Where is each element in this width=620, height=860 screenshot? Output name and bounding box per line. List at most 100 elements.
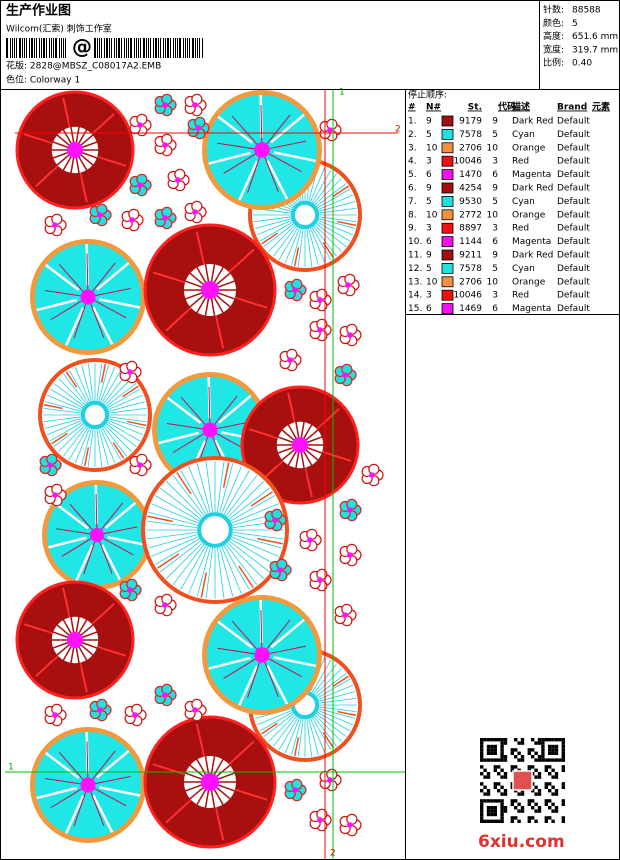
qr-module [548,744,552,749]
qr-module [517,802,521,806]
qr-module [554,772,559,776]
stitch-line [176,783,205,795]
bar-stripe [143,38,145,58]
stitch-line [225,544,258,585]
stitch-line [73,790,87,827]
qr-module [486,744,491,749]
stitch-line [80,151,106,162]
flower [202,595,322,715]
stitch-line [46,419,83,436]
stitch-line [151,503,199,524]
stitch-line [203,788,210,818]
center [287,357,293,363]
qr-module [500,738,504,742]
stitch-line [155,495,200,522]
stitch-line [68,118,75,145]
stitch-line [225,475,258,516]
row-stitches: 9530 [459,197,482,207]
row-brand: Default [557,224,590,234]
stitch-line [158,431,200,445]
qr-module [544,758,548,762]
small-flower [339,813,362,837]
qr-module [544,782,548,786]
title: 生产作业图 [6,3,71,19]
qr-module [534,819,538,823]
row-code: 6 [492,304,498,314]
qr-module [490,748,494,752]
small-flower [334,603,357,627]
row-index: 9. [408,224,417,234]
stitch-line [337,710,357,717]
stitch-line [63,425,87,457]
stitch-line [91,750,116,781]
flower [38,358,152,472]
flower [15,90,135,210]
small-flower [339,323,362,347]
bar-stripe [59,38,60,58]
stitch-line [83,540,96,575]
stitch-line [107,394,144,411]
qr-module [537,738,542,742]
small-flower [361,463,384,487]
row-code: 10 [487,210,499,220]
stitch-line [212,295,229,322]
stitch-line [267,224,296,253]
qr-module [534,792,538,796]
qr-module [534,775,538,779]
stitch-line [102,526,138,535]
stitch-line [212,787,229,814]
stitch-line [231,503,279,524]
row-code: 5 [492,264,498,274]
row-stitches: 8897 [459,224,482,234]
stitch-line [68,155,75,182]
stitch-line [293,247,300,267]
qr-module [531,816,535,820]
flower [152,372,268,488]
stitch-line [267,152,302,173]
row-description: Dark Red [512,251,553,261]
stitch-line [254,218,292,229]
qr-module [537,775,542,779]
stitch-line [44,138,70,149]
stitch-line [58,644,73,669]
row-code: 9 [492,117,498,127]
qr-module [561,799,565,803]
qr-module [500,792,504,796]
center [97,212,103,218]
qr-module [497,765,501,769]
stitch-line [309,717,326,754]
center [254,142,270,158]
stitch-line [44,628,70,639]
stitch-line [231,536,279,557]
stitch-line [81,428,92,466]
bar-stripe [183,38,184,58]
qr-module [554,744,559,749]
row-stitches: 4254 [459,184,482,194]
row-stitches: 10046 [453,291,482,301]
stitch-line [308,718,319,756]
qr-module [480,812,484,817]
qr-module [497,789,501,793]
flower [143,223,277,357]
color-swatch [441,169,454,181]
small-flower [284,278,307,302]
bar-stripe [177,38,178,58]
row-description: Magenta [512,304,551,314]
row-needle: 3 [426,224,432,234]
qr-module [527,819,531,823]
qr-module [510,799,514,803]
row-description: Red [512,157,529,167]
stitch-line [127,420,147,427]
stitch-line [213,395,238,426]
bar-stripe [106,38,108,58]
small-flower [309,318,332,342]
stitch-line [104,424,133,453]
row-stitches: 7578 [459,130,482,140]
qr-module [561,802,565,806]
qr-module [548,816,552,820]
bar-stripe [14,38,15,58]
stitch-line [217,647,257,655]
bar-stripe [155,38,157,58]
bar-stripe [114,38,115,58]
row-index: 5. [408,170,417,180]
